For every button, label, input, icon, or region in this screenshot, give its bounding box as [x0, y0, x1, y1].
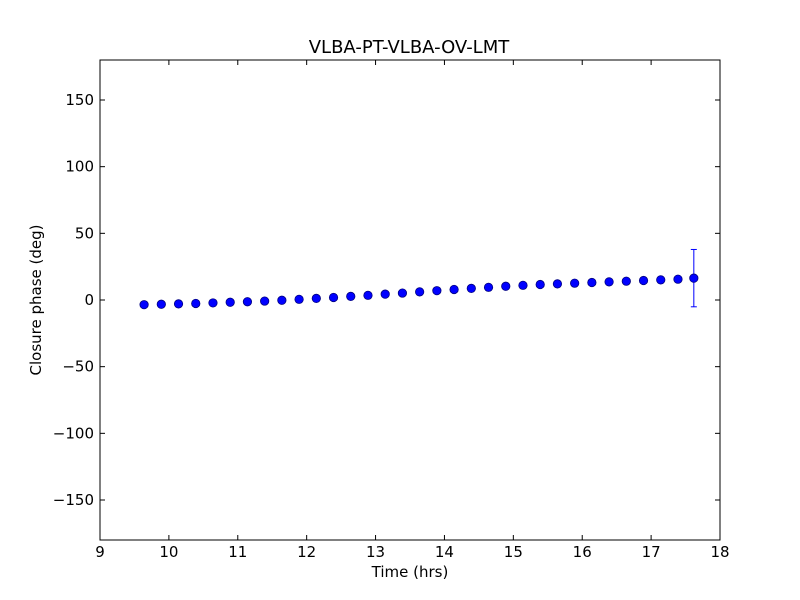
- x-tick-label: 11: [228, 543, 247, 561]
- data-point: [173, 299, 184, 309]
- plot-area: [139, 248, 699, 310]
- data-point: [242, 297, 253, 307]
- data-point: [397, 288, 408, 298]
- data-point: [328, 292, 339, 303]
- x-tick-label: 9: [95, 543, 105, 561]
- data-point: [535, 279, 545, 290]
- data-point: [432, 286, 442, 296]
- data-point: [380, 289, 390, 299]
- x-tick-label: 14: [435, 543, 454, 561]
- data-point: [689, 273, 699, 283]
- chart-title: VLBA-PT-VLBA-OV-LMT: [309, 37, 511, 58]
- data-point: [673, 274, 683, 284]
- data-point: [191, 298, 201, 309]
- data-point: [415, 287, 425, 297]
- data-point: [656, 275, 666, 285]
- data-point: [346, 291, 356, 301]
- data-point: [156, 299, 166, 309]
- data-point: [518, 280, 528, 290]
- data-point: [638, 275, 649, 286]
- data-point: [552, 279, 563, 289]
- data-point: [363, 290, 373, 300]
- x-tick-label: 15: [504, 543, 523, 561]
- data-point: [311, 293, 321, 303]
- data-point: [587, 277, 597, 288]
- data-point: [604, 277, 614, 287]
- y-axis-label: Closure phase (deg): [27, 225, 45, 376]
- y-tick-label: 100: [65, 158, 94, 176]
- x-tick-label: 18: [710, 543, 729, 561]
- x-tick-label: 16: [573, 543, 592, 561]
- y-tick-label: −50: [62, 358, 94, 376]
- x-axis-label: Time (hrs): [371, 563, 449, 581]
- x-tick-label: 12: [297, 543, 316, 561]
- x-tick-label: 10: [159, 543, 178, 561]
- y-tick-label: 150: [65, 91, 94, 109]
- data-point: [139, 300, 149, 310]
- data-point: [225, 297, 235, 307]
- data-point: [501, 281, 511, 291]
- x-tick-label: 13: [366, 543, 385, 561]
- data-point: [449, 284, 459, 295]
- data-point: [621, 276, 631, 286]
- y-tick-label: −100: [53, 424, 94, 442]
- data-point: [466, 283, 476, 293]
- data-point: [260, 296, 270, 306]
- data-point: [570, 278, 580, 288]
- data-point: [483, 282, 494, 292]
- y-tick-label: 0: [84, 291, 94, 309]
- data-point: [208, 298, 218, 308]
- data-point: [277, 295, 287, 305]
- x-tick-label: 17: [642, 543, 661, 561]
- y-tick-label: 50: [75, 224, 94, 242]
- y-tick-label: −150: [53, 491, 94, 509]
- data-point: [294, 294, 304, 304]
- axes: 9 10 11 12 13 14 15 16 17 18 150 100 50 0 −50 −100 −150: [53, 59, 730, 561]
